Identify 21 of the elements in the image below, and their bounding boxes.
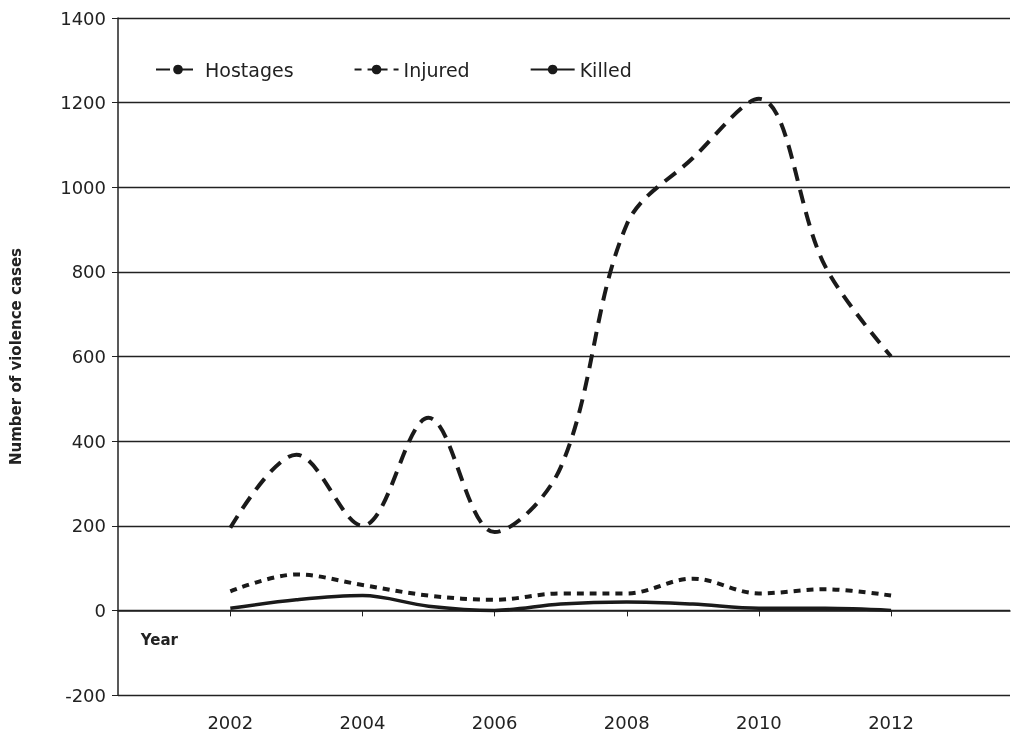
y-tick-label: 1200 [60,92,106,114]
x-axis-title: Year [139,630,179,649]
y-tick-label: 800 [71,261,106,283]
y-tick-label: -200 [65,684,106,706]
y-tick-label: 0 [94,599,106,621]
legend-label: Injured [403,58,470,81]
y-tick-label: 400 [71,430,106,452]
x-tick-label: 2004 [339,711,386,731]
y-tick-label: 1000 [60,176,106,198]
legend-label: Killed [579,58,632,81]
y-axis-title: Number of violence cases [6,247,25,465]
x-tick-label: 2002 [207,711,254,731]
x-tick-label: 2012 [868,711,914,731]
y-tick-label: 1400 [60,7,106,29]
y-tick-label: 200 [71,515,106,537]
line-series [228,572,894,602]
x-tick-label: 2010 [736,711,782,731]
x-tick-label: 2006 [471,711,518,731]
legend-label: Hostages [205,58,294,81]
y-tick-label: 600 [71,346,106,367]
x-tick-label: 2008 [603,711,650,731]
